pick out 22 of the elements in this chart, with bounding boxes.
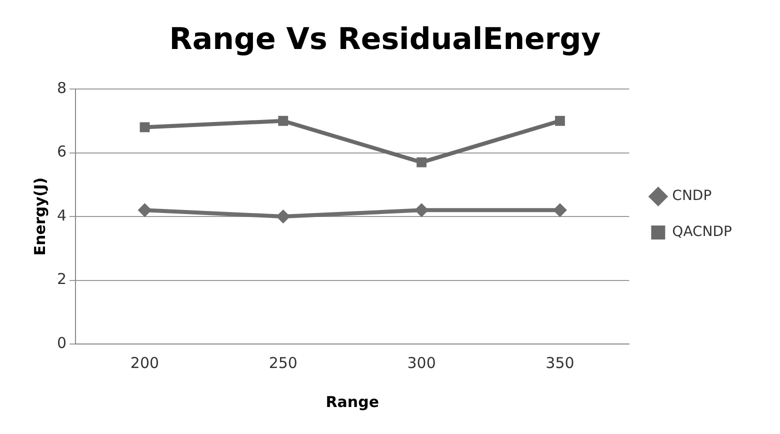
x-tick-label: 200 <box>130 354 160 372</box>
point <box>414 203 429 218</box>
y-tick-label: 2 <box>56 270 67 288</box>
point <box>552 203 567 218</box>
point <box>276 210 290 224</box>
point <box>416 157 427 168</box>
legend-label: CNDP <box>672 188 712 204</box>
y-axis-title: Energy(J) <box>30 177 49 256</box>
point <box>138 203 152 218</box>
chart-title: Range Vs ResidualEnergy <box>169 22 602 57</box>
y-tick-label: 8 <box>56 78 67 97</box>
x-axis-title: Range <box>326 392 379 411</box>
y-tick-label: 0 <box>56 334 67 352</box>
y-tick-label: 6 <box>56 142 67 161</box>
y-tick-label: 4 <box>56 206 67 224</box>
x-tick-label: 250 <box>268 354 298 372</box>
point <box>555 116 565 126</box>
legend-label: QACNDP <box>672 224 732 240</box>
x-tick-label: 350 <box>546 354 574 372</box>
x-tick-label: 300 <box>407 354 436 372</box>
point <box>278 116 288 126</box>
point <box>140 122 150 132</box>
